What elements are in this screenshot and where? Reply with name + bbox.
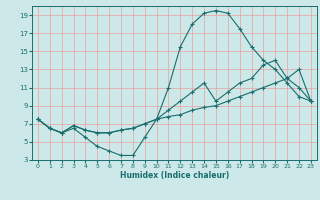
- X-axis label: Humidex (Indice chaleur): Humidex (Indice chaleur): [120, 171, 229, 180]
